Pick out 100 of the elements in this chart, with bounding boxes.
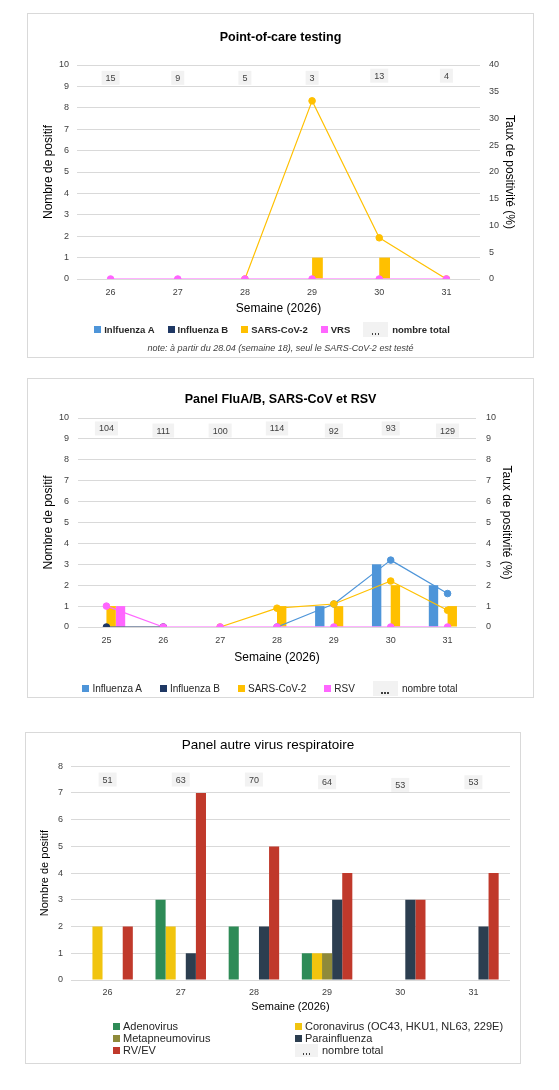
y-tick-label: 8 <box>57 760 63 771</box>
y-tick-label: 5 <box>63 166 69 177</box>
text: nombre total <box>392 323 450 335</box>
y-tick-label: 0 <box>57 974 63 985</box>
y2-tick-label: 40 <box>489 59 500 70</box>
y2-tick-label: 8 <box>486 454 492 465</box>
y2-tick-label: 2 <box>486 579 492 590</box>
text: nombre total <box>322 1044 384 1056</box>
y2-tick-label: 10 <box>486 412 497 423</box>
x-tick-label: 27 <box>215 634 226 645</box>
y-axis-title: Nombre de positif <box>40 474 55 570</box>
annotation: 53 <box>395 779 406 790</box>
y2-tick-label: 15 <box>489 193 500 204</box>
bar <box>332 899 343 980</box>
y2-tick-label: 5 <box>489 246 495 257</box>
y2-tick-label: 1 <box>486 600 492 611</box>
x-axis-title: Semaine (2026) <box>234 650 320 665</box>
y-tick-label: 1 <box>57 947 63 958</box>
y2-tick-label: 3 <box>486 558 492 569</box>
annotation: 4 <box>443 70 449 81</box>
bar <box>155 899 166 980</box>
bar <box>185 953 196 980</box>
y2-tick-label: 10 <box>489 219 500 230</box>
x-tick-label: 30 <box>385 634 396 645</box>
x-tick-label: 28 <box>271 634 283 645</box>
y2-tick-label: 5 <box>486 516 492 527</box>
x-tick-label: 26 <box>102 986 113 997</box>
annotation: 92 <box>328 425 339 436</box>
x-tick-label: 26 <box>158 634 169 645</box>
y2-tick-label: 30 <box>489 112 500 123</box>
annotation: 9 <box>175 72 181 83</box>
annotation: 53 <box>468 777 479 788</box>
point <box>375 234 384 242</box>
bar <box>488 873 499 980</box>
legend-label: SARS-CoV-2 <box>248 682 307 694</box>
legend-label: Coronavirus (OC43, HKU1, NL63, 229E) <box>305 1020 504 1032</box>
legend-label: Adenovirus <box>123 1020 179 1032</box>
y-tick-label: 0 <box>63 621 69 632</box>
bar <box>342 873 353 980</box>
annotation: 51 <box>102 774 113 785</box>
annotation: 13 <box>374 70 385 81</box>
bar <box>165 926 176 980</box>
y-tick-label: 2 <box>63 579 69 590</box>
annotation: 3 <box>309 72 315 83</box>
annotation: 63 <box>175 774 186 785</box>
y2-axis-title: Taux de positivité (%) <box>500 465 515 580</box>
bar <box>195 792 206 980</box>
point <box>308 97 316 105</box>
x-tick-label: 29 <box>328 634 339 645</box>
y-tick-label: 2 <box>63 230 69 241</box>
x-tick-label: 27 <box>175 986 186 997</box>
y-tick-label: 5 <box>63 516 69 527</box>
y-tick-label: 1 <box>63 600 69 611</box>
x-tick-label: 27 <box>172 286 183 297</box>
bar <box>405 899 416 980</box>
y2-tick-label: 0 <box>489 273 495 284</box>
legend-label: SARS-CoV-2 <box>251 323 308 335</box>
chart-title: Panel FluA/B, SARS-CoV et RSV <box>184 391 377 406</box>
bar <box>415 899 426 980</box>
y-tick-label: 2 <box>57 921 63 932</box>
y-tick-label: 9 <box>63 433 69 444</box>
y-tick-label: 8 <box>63 454 69 465</box>
y2-tick-label: 0 <box>486 621 492 632</box>
x-tick-label: 31 <box>442 634 453 645</box>
x-tick-label: 25 <box>101 634 112 645</box>
y-tick-label: 0 <box>63 273 69 284</box>
legend-label: RSV <box>334 682 355 694</box>
y-tick-label: 7 <box>63 475 69 486</box>
text: nombre total <box>401 682 458 694</box>
bar <box>322 953 333 980</box>
y-tick-label: 3 <box>57 894 63 905</box>
chart-title: Point-of-care testing <box>219 29 342 44</box>
bar <box>269 846 280 980</box>
x-tick-label: 30 <box>374 286 385 297</box>
y-tick-label: 9 <box>63 80 69 91</box>
y-tick-label: 6 <box>63 145 69 156</box>
y2-tick-label: 35 <box>489 86 500 97</box>
x-tick-label: 29 <box>307 286 318 297</box>
legend-label: Influenza B <box>169 682 220 694</box>
x-tick-label: 26 <box>105 286 116 297</box>
bar <box>478 926 489 980</box>
x-tick-label: 31 <box>441 286 452 297</box>
y2-tick-label: 20 <box>489 166 500 177</box>
legend-label: Parainfluenza <box>305 1032 373 1044</box>
y-tick-label: 8 <box>63 102 69 113</box>
y2-tick-label: 4 <box>486 537 492 548</box>
y-tick-label: 5 <box>57 840 63 851</box>
y-tick-label: 4 <box>57 867 63 878</box>
y-tick-label: 3 <box>63 558 69 569</box>
legend-label: VRS <box>330 323 351 335</box>
annotation: 70 <box>248 774 259 785</box>
y-tick-label: 6 <box>57 814 63 825</box>
bar <box>258 926 270 980</box>
chart-title: Panel autre virus respiratoire <box>181 736 355 752</box>
annotation: 15 <box>105 72 116 83</box>
y2-axis-title: Taux de positivité (%) <box>503 114 518 230</box>
legend-label: RV/EV <box>123 1044 156 1056</box>
annotation: 5 <box>242 72 248 83</box>
legend-label: Influenza A <box>92 682 142 694</box>
y2-tick-label: 6 <box>486 496 492 507</box>
